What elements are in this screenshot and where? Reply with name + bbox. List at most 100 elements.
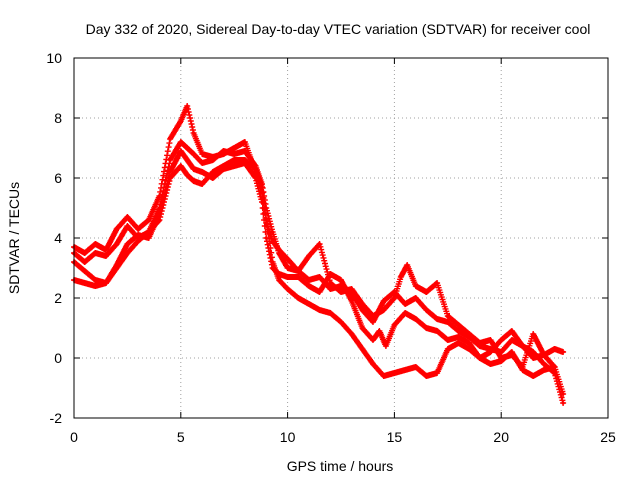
data-point: [553, 347, 557, 351]
data-point: [277, 278, 281, 282]
data-point: [371, 338, 375, 342]
data-point: [104, 254, 108, 258]
data-point: [553, 365, 557, 369]
data-point: [296, 296, 300, 300]
data-point: [456, 329, 461, 333]
data-point: [360, 302, 364, 306]
data-point: [271, 230, 275, 234]
data-point: [168, 170, 172, 174]
data-point: [405, 263, 409, 267]
data-point: [318, 290, 322, 294]
y-tick-label: 8: [54, 110, 62, 126]
data-point: [254, 176, 258, 180]
data-point: [446, 314, 450, 318]
data-point: [414, 296, 418, 300]
y-tick-label: 6: [54, 170, 62, 186]
y-tick-label: -2: [50, 410, 63, 426]
data-point: [264, 236, 268, 240]
data-point: [478, 356, 482, 360]
data-point: [168, 137, 172, 141]
data-point: [478, 341, 482, 345]
data-point: [499, 338, 503, 342]
data-point: [93, 278, 97, 282]
x-tick-label: 20: [493, 429, 509, 445]
chart-title: Day 332 of 2020, Sidereal Day-to-day VTE…: [86, 21, 591, 37]
data-point: [542, 353, 546, 357]
data-point: [403, 368, 407, 372]
data-point: [318, 308, 322, 312]
data-point: [424, 308, 428, 312]
data-point: [360, 326, 364, 330]
data-point: [467, 341, 471, 345]
data-point: [277, 251, 281, 255]
data-point: [561, 401, 565, 405]
data-point: [328, 272, 332, 276]
data-point: [200, 170, 204, 174]
data-point: [296, 269, 300, 273]
data-point: [531, 356, 535, 360]
data-point: [392, 323, 396, 327]
data-point: [307, 302, 311, 306]
data-point: [350, 299, 354, 303]
data-point: [318, 242, 322, 246]
data-point: [307, 254, 311, 258]
data-point: [328, 281, 332, 285]
data-point: [147, 236, 151, 240]
data-point: [371, 314, 375, 318]
data-point: [414, 365, 418, 369]
data-point: [424, 374, 428, 378]
data-point: [392, 296, 396, 300]
data-point: [318, 275, 322, 279]
data-point: [179, 164, 183, 168]
data-point: [192, 152, 196, 156]
data-point: [350, 332, 354, 336]
data-point: [510, 329, 514, 333]
data-point: [232, 146, 236, 150]
data-point: [561, 350, 565, 354]
data-point: [185, 173, 189, 177]
data-point: [83, 281, 87, 285]
data-point: [211, 176, 215, 180]
y-tick-label: 10: [46, 50, 62, 66]
data-point: [179, 149, 183, 153]
data-point: [221, 149, 226, 153]
data-point: [115, 263, 119, 267]
data-point: [277, 272, 281, 276]
data-point: [185, 104, 189, 108]
data-point: [125, 224, 129, 228]
data-point: [286, 287, 290, 291]
data-point: [371, 320, 375, 324]
data-point: [192, 167, 196, 171]
data-point: [414, 284, 418, 288]
data-point: [125, 215, 129, 219]
data-point: [83, 260, 87, 264]
data-point: [211, 158, 215, 162]
data-point: [232, 158, 236, 162]
data-point: [339, 278, 343, 282]
data-point: [168, 158, 172, 162]
data-point: [286, 257, 290, 261]
data-point: [456, 323, 461, 327]
data-point: [488, 338, 493, 342]
data-point: [125, 242, 129, 246]
data-point: [260, 185, 264, 189]
data-point: [192, 131, 196, 135]
data-point: [328, 287, 332, 291]
data-point: [185, 146, 189, 150]
data-point: [296, 275, 300, 279]
x-axis-label: GPS time / hours: [287, 458, 394, 474]
data-point: [435, 371, 439, 375]
data-point: [104, 248, 108, 252]
data-point: [147, 218, 151, 222]
data-point: [435, 329, 439, 333]
data-point: [403, 311, 407, 315]
data-point: [179, 140, 183, 144]
data-point: [456, 335, 461, 339]
data-point: [115, 242, 119, 246]
data-point: [185, 158, 189, 162]
data-point: [377, 329, 381, 333]
data-point: [243, 161, 247, 165]
data-point: [435, 281, 439, 285]
